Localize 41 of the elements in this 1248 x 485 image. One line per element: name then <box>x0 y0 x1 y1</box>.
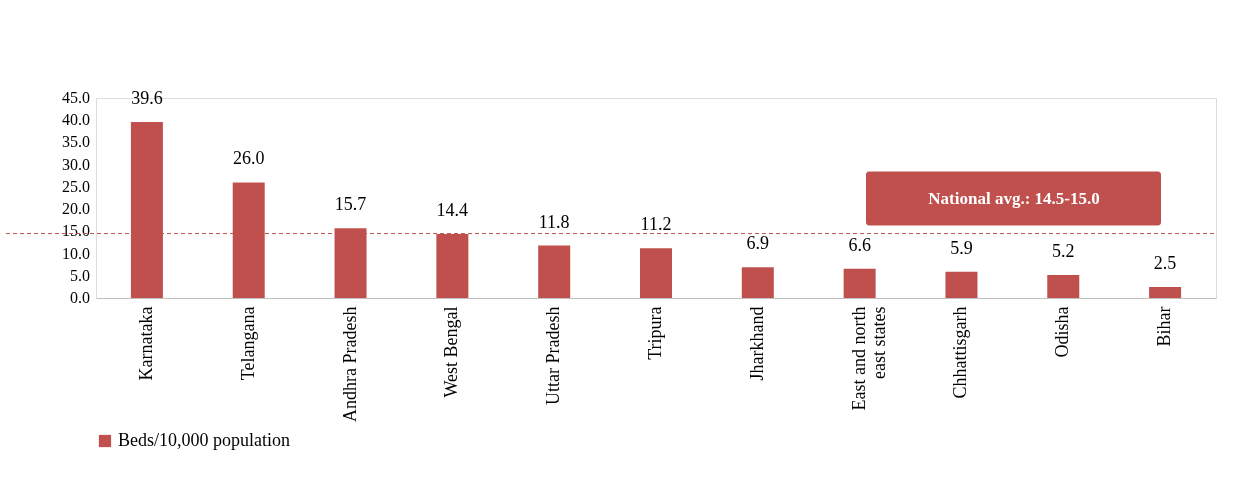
data-label: 26.0 <box>232 148 265 169</box>
bar <box>640 248 672 298</box>
y-tick-label: 5.0 <box>70 266 90 284</box>
bar <box>1149 286 1182 298</box>
y-tick-label: 30.0 <box>62 155 90 173</box>
data-label: 11.8 <box>538 211 570 232</box>
y-tick-label: 40.0 <box>62 111 90 129</box>
y-tick-label: 45.0 <box>62 89 90 106</box>
x-tick-label: West Bengal <box>441 306 462 398</box>
x-tick-label: Tripura <box>645 306 665 360</box>
x-tick-label: Jharkhand <box>746 306 767 381</box>
x-tick-label: Uttar Pradesh <box>543 306 564 405</box>
bar <box>945 271 978 298</box>
data-label: 11.2 <box>640 214 672 235</box>
x-tick-label: Karnataka <box>135 306 156 381</box>
data-label: 15.7 <box>334 194 367 215</box>
x-tick-label: Bihar <box>1154 306 1175 347</box>
x-tick-label: East and north east states <box>848 306 889 411</box>
data-label: 6.6 <box>848 234 871 255</box>
x-tick-label: Telangana <box>237 306 258 381</box>
bar <box>538 245 571 298</box>
x-tick-label: Chhattisgarh <box>950 306 971 399</box>
legend-label: Beds/10,000 population <box>118 430 290 450</box>
y-tick-label: 25.0 <box>62 177 90 195</box>
data-label: 6.9 <box>746 233 770 254</box>
data-label: 39.6 <box>131 88 163 108</box>
ref-line-label: National avg.: 14.5-15.0 <box>928 188 1100 208</box>
y-tick-label: 35.0 <box>62 133 90 151</box>
data-label: 2.5 <box>1153 252 1177 273</box>
x-tick-label: Odisha <box>1052 306 1073 358</box>
bar <box>741 267 774 298</box>
data-label: 5.9 <box>950 237 973 258</box>
bar <box>1047 274 1080 298</box>
y-tick-label: 10.0 <box>62 244 90 262</box>
x-tick-label: Andhra Pradesh <box>339 306 360 422</box>
bar <box>843 268 876 298</box>
data-label: 5.2 <box>1052 240 1075 261</box>
y-tick-label: 15.0 <box>62 222 90 240</box>
data-label: 14.4 <box>436 200 469 220</box>
y-tick-label: 0.0 <box>70 289 90 306</box>
y-tick-label: 20.0 <box>62 200 90 218</box>
